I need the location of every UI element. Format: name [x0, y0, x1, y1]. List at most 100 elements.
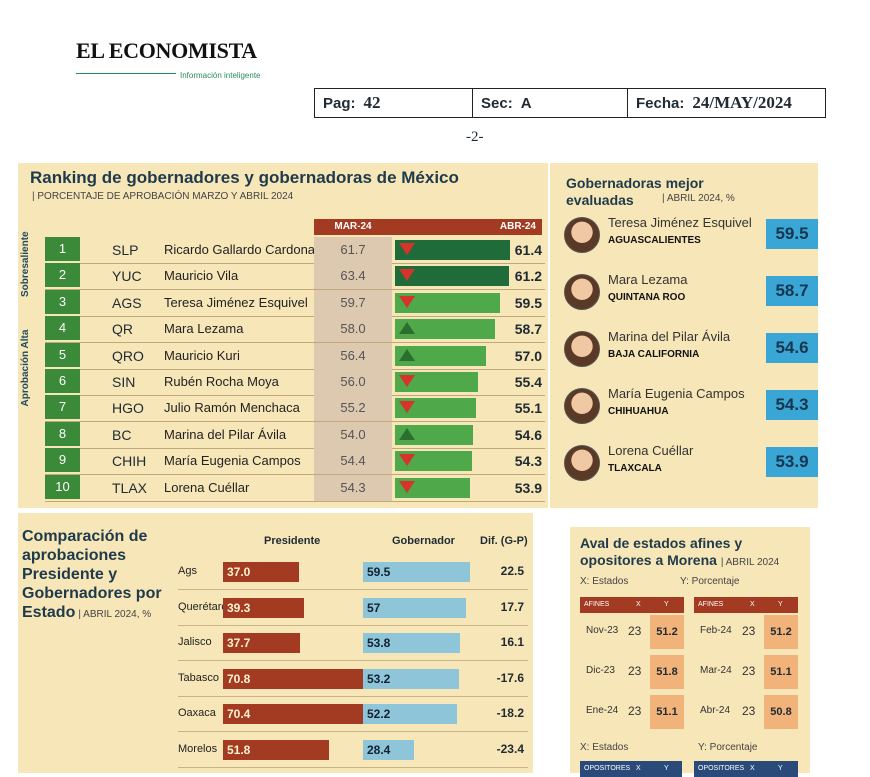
state-abbr: QRO [112, 347, 144, 364]
ranking-row: 6 SIN Rubén Rocha Moya 56.0 55.4 [18, 369, 548, 395]
section-field: Sec: A [473, 89, 628, 117]
avatar [564, 388, 600, 424]
difference-value: 22.5 [500, 564, 524, 578]
comparison-row: Querétaro 39.3 57 17.7 [18, 589, 533, 625]
abr-value: 61.2 [514, 268, 542, 285]
abr-value: 55.4 [514, 374, 542, 390]
row-divider [45, 289, 545, 291]
aval-title: Aval de estados afines y opositores a Mo… [580, 535, 780, 568]
aval-month: Nov-23 [586, 625, 619, 636]
governor-name: Lorena Cuéllar [164, 479, 250, 495]
clipping-header: Pag: 42 Sec: A Fecha: 24/MAY/2024 [314, 88, 826, 118]
afines-header-left: AFINES X Y [580, 597, 684, 613]
abr-bar [395, 266, 509, 287]
ranking-title: Ranking de gobernadores y gobernadoras d… [30, 168, 459, 187]
row-divider [45, 315, 545, 317]
aval-y-label-2: Y: Porcentaje [698, 742, 758, 753]
governor-state: TLAXCALA [608, 463, 662, 474]
rank-number: 6 [45, 369, 80, 393]
abr-bar [395, 345, 487, 366]
col-presidente: Presidente [264, 535, 321, 547]
abr-value: 55.1 [514, 400, 542, 417]
afines-header-right: AFINES X Y [694, 597, 798, 613]
best-governors-panel: Gobernadoras mejor evaluadas | ABRIL 202… [550, 163, 818, 508]
mar-value: 58.0 [314, 316, 392, 343]
presidente-bar: 39.3 [223, 597, 304, 618]
presidente-bar: 51.8 [223, 739, 330, 760]
mar-value: 63.4 [314, 263, 392, 290]
abr-bar [395, 372, 478, 392]
state-abbr: YUC [112, 268, 142, 285]
trend-up-icon [399, 427, 415, 440]
governor-name: Mauricio Vila [164, 268, 239, 284]
aval-month: Ene-24 [586, 705, 619, 716]
gobernador-bar: 52.2 [363, 704, 457, 724]
comparison-row: Tabasco 70.8 53.2 -17.6 [18, 660, 533, 696]
row-divider [45, 447, 545, 449]
rank-number: 10 [45, 474, 80, 499]
comparison-panel: Comparación de aprobaciones Presidente y… [18, 513, 533, 773]
ranking-row: 7 HGO Julio Ramón Menchaca 55.2 55.1 [18, 395, 548, 422]
comparison-subtitle: | ABRIL 2024, % [78, 609, 152, 620]
aval-x-value: 23 [628, 624, 642, 638]
aval-x-value: 23 [742, 624, 756, 638]
comparison-row: Morelos 51.8 28.4 -23.4 [18, 731, 533, 767]
ranking-row: 8 BC Marina del Pilar Ávila 54.0 54.6 [18, 421, 548, 448]
row-divider [45, 421, 545, 423]
row-divider [45, 395, 545, 396]
row-divider [45, 474, 545, 476]
newspaper-tagline: Información inteligente [180, 71, 261, 80]
col-mar-header: MAR-24 [314, 219, 392, 235]
mar-value: 54.3 [314, 474, 392, 501]
trend-down-icon [399, 401, 415, 414]
page-number: -2- [466, 129, 484, 145]
opositores-header-left: OPOSITORES X Y [580, 761, 682, 777]
governors-title: Gobernadoras mejor evaluadas [566, 175, 704, 208]
gobernador-bar: 28.4 [363, 739, 415, 760]
abr-bar [395, 292, 500, 313]
row-divider [178, 766, 528, 768]
row-divider [45, 263, 545, 264]
governor-name: María Eugenia Campos [608, 386, 745, 401]
state-abbr: QR [112, 321, 133, 338]
comparison-row: Jalisco 37.7 53.8 16.1 [18, 624, 533, 660]
gobernador-bar: 57 [363, 597, 466, 618]
row-divider [178, 660, 528, 661]
row-divider [178, 624, 528, 626]
governor-card: María Eugenia Campos CHIHUAHUA 54.3 [564, 384, 818, 432]
abr-bar [395, 398, 476, 419]
state-abbr: SLP [112, 242, 139, 258]
governor-card: Lorena Cuéllar TLAXCALA 53.9 [564, 441, 818, 489]
governor-state: QUINTANA ROO [608, 292, 686, 303]
aval-subtitle: | ABRIL 2024 [720, 557, 780, 568]
governor-score: 53.9 [766, 447, 818, 477]
row-divider [45, 342, 545, 344]
governor-card: Teresa Jiménez Esquivel AGUASCALIENTES 59.… [564, 213, 818, 261]
aval-x-label-2: X: Estados [580, 742, 629, 753]
state-name: Jalisco [178, 636, 212, 648]
ranking-row: 10 TLAX Lorena Cuéllar 54.3 53.9 [18, 474, 548, 501]
opositores-header-right: OPOSITORES X Y [694, 761, 798, 777]
col-gobernador: Gobernador [392, 535, 455, 547]
governor-name: Mara Lezama [608, 272, 688, 287]
ranking-panel: Ranking de gobernadores y gobernadoras d… [18, 163, 548, 508]
aval-x-label: X: Estados [580, 576, 629, 587]
difference-value: -17.6 [496, 670, 524, 685]
rank-number: 1 [45, 237, 80, 261]
aval-month: Feb-24 [700, 625, 732, 636]
governor-name: Marina del Pilar Ávila [608, 329, 731, 344]
governor-name: Mara Lezama [164, 321, 244, 337]
mar-value: 61.7 [314, 237, 392, 263]
row-divider [45, 500, 545, 502]
masthead: EL ECONOMISTA Información inteligente [76, 38, 276, 83]
mar-value: 54.4 [314, 448, 392, 475]
col-abr-header: ABR-24 [392, 219, 542, 235]
governor-state: BAJA CALIFORNIA [608, 349, 700, 360]
aval-x-value: 23 [742, 664, 756, 678]
state-abbr: BC [112, 426, 132, 443]
mar-value: 55.2 [314, 395, 392, 422]
state-name: Querétaro [178, 600, 228, 613]
ranking-subtitle: | PORCENTAJE DE APROBACIÓN MARZO Y ABRIL… [32, 191, 294, 202]
presidente-bar: 37.7 [223, 633, 301, 653]
trend-down-icon [399, 243, 415, 255]
